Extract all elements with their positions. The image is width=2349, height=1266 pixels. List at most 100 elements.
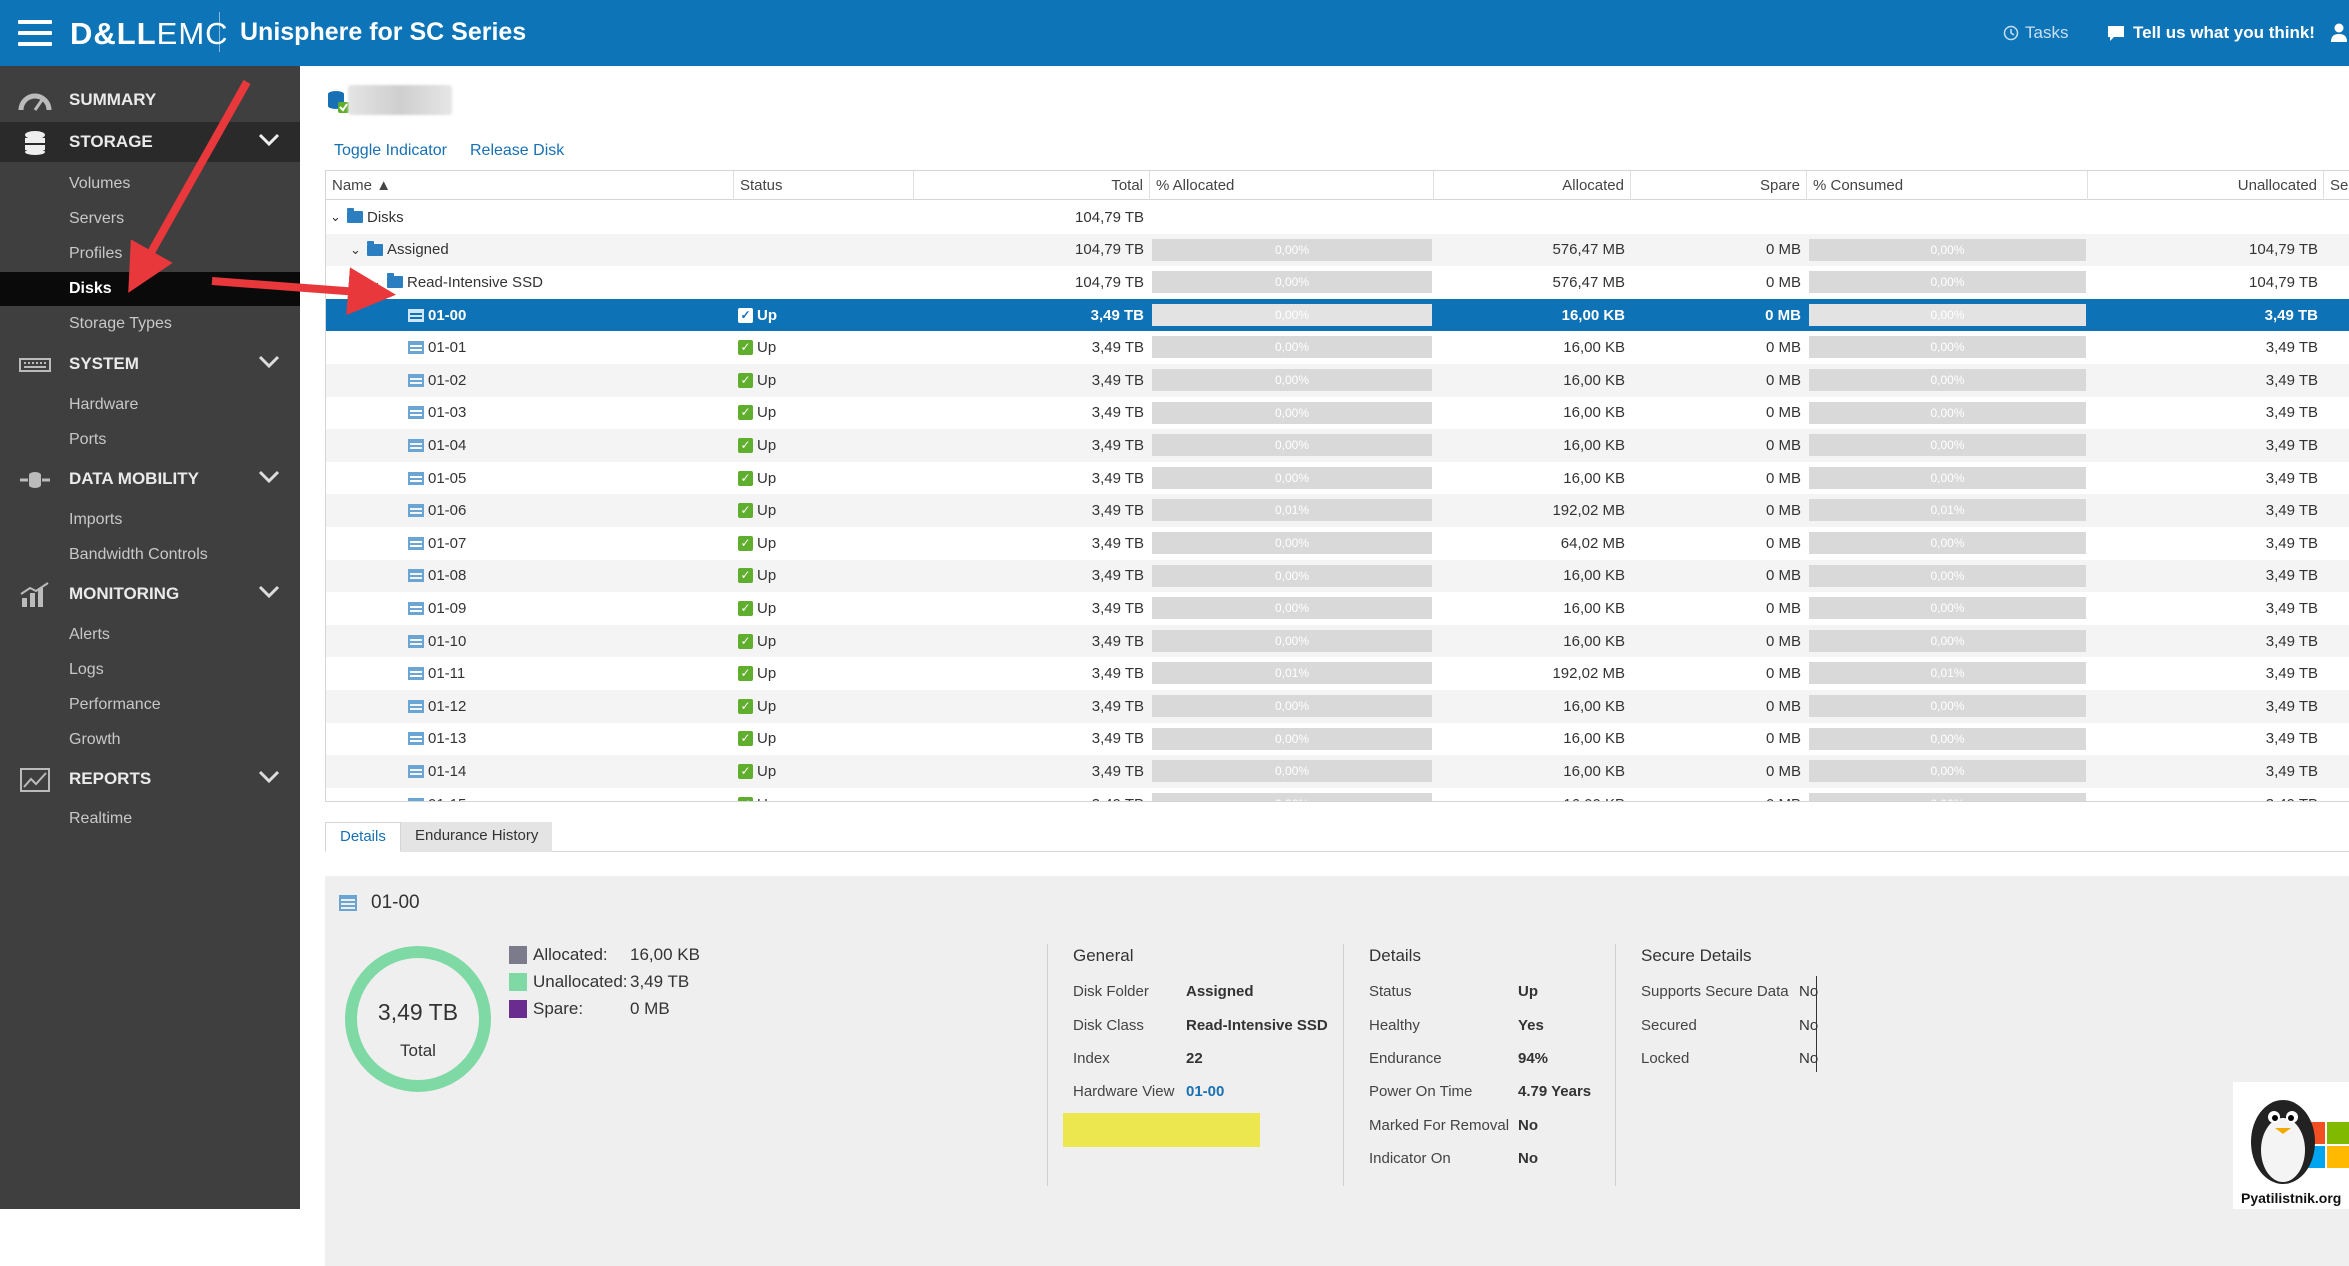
disk-icon — [408, 797, 424, 801]
nav-item-performance[interactable]: Performance — [69, 696, 161, 713]
bar-pctC: 0,00% — [1809, 564, 2086, 587]
column-header-name[interactable]: Name ▲ — [326, 171, 734, 200]
tree-row[interactable]: ⌄ Read-Intensive SSD 104,79 TB 0,00% 576,47 … — [326, 266, 2349, 299]
table-row[interactable]: 01-05 ✓ Up 3,49 TB 0,00% 16,00 KB 0 MB 0,00% 3,4… — [326, 462, 2349, 495]
nav-item-profiles[interactable]: Profiles — [69, 245, 123, 262]
column-header-spare[interactable]: Spare — [1631, 171, 1807, 200]
chevron-down-icon[interactable] — [258, 132, 280, 148]
collapse-caret-icon[interactable]: ⌄ — [370, 274, 381, 290]
hardware-view-link[interactable]: 01-00 — [1186, 1083, 1225, 1100]
chevron-down-icon[interactable] — [258, 769, 280, 785]
disk-icon — [408, 438, 424, 452]
cell-spare: 0 MB — [1765, 632, 1801, 650]
nav-item-growth[interactable]: Growth — [69, 731, 121, 748]
cell-total: 3,49 TB — [914, 788, 1150, 801]
column-header-secure[interactable]: Sec — [2324, 171, 2349, 200]
column-header-pct-allocated[interactable]: % Allocated — [1150, 171, 1434, 200]
cell-total: 3,49 TB — [1091, 665, 1144, 683]
collapse-caret-icon[interactable]: ⌄ — [350, 241, 361, 257]
table-row[interactable]: 01-14 ✓ Up 3,49 TB 0,00% 16,00 KB 0 MB 0,00% 3,4… — [326, 755, 2349, 788]
disk-name: 01-00 — [428, 306, 467, 324]
table-row[interactable]: 01-13 ✓ Up 3,49 TB 0,00% 16,00 KB 0 MB 0,00% 3,4… — [326, 723, 2349, 756]
chevron-down-icon[interactable] — [258, 354, 280, 370]
tree-row[interactable]: ⌄ Disks 104,79 TB — [326, 201, 2349, 234]
cell-name: ⌄ Read-Intensive SSD — [370, 266, 726, 299]
table-row[interactable]: 01-09 ✓ Up 3,49 TB 0,00% 16,00 KB 0 MB 0,00% 3,4… — [326, 592, 2349, 625]
disk-icon — [408, 764, 424, 778]
nav-item-realtime[interactable]: Realtime — [69, 810, 133, 827]
donut-total-label: Total — [400, 1041, 436, 1060]
cell-spare: 0 MB — [1765, 371, 1801, 389]
disk-name: 01-01 — [428, 339, 467, 357]
chevron-down-icon[interactable] — [258, 584, 280, 600]
release-disk-link[interactable]: Release Disk — [470, 142, 565, 159]
cell-spare: 0 MB — [1765, 339, 1801, 357]
cell-alloc: 576,47 MB — [1552, 273, 1625, 291]
nav-data-mobility[interactable]: DATA MOBILITY — [0, 459, 300, 499]
status-ok-icon: ✓ — [738, 340, 753, 356]
tab-endurance-history[interactable]: Endurance History — [401, 822, 553, 852]
table-row[interactable]: 01-06 ✓ Up 3,49 TB 0,01% 192,02 MB 0 MB 0,01% 3,… — [326, 494, 2349, 527]
endurance-highlight — [1063, 1113, 1260, 1147]
nav-storage[interactable]: STORAGE — [0, 122, 300, 162]
toggle-indicator-link[interactable]: Toggle Indicator — [334, 142, 447, 159]
table-row[interactable]: 01-04 ✓ Up 3,49 TB 0,00% 16,00 KB 0 MB 0,00% 3,4… — [326, 429, 2349, 462]
user-icon[interactable] — [2331, 22, 2347, 42]
nav-reports[interactable]: REPORTS — [0, 759, 300, 799]
table-row[interactable]: 01-02 ✓ Up 3,49 TB 0,00% 16,00 KB 0 MB 0,00% 3,4… — [326, 364, 2349, 397]
tree-row[interactable]: ⌄ Assigned 104,79 TB 0,00% 576,47 MB 0 MB 0,00… — [326, 233, 2349, 267]
bar-pctC: 0,01% — [1809, 662, 2086, 685]
nav-item-hardware[interactable]: Hardware — [69, 396, 139, 413]
nav-item-imports[interactable]: Imports — [69, 511, 123, 528]
nav-item-disks[interactable]: Disks — [0, 272, 300, 306]
divider — [1615, 944, 1616, 1186]
nav-item-alerts[interactable]: Alerts — [69, 626, 110, 643]
table-row[interactable]: 01-10 ✓ Up 3,49 TB 0,00% 16,00 KB 0 MB 0,00% 3,4… — [326, 624, 2349, 658]
tab-details[interactable]: Details — [325, 822, 401, 852]
cell-spare: 0 MB — [1765, 404, 1801, 422]
nav-item-storage-types[interactable]: Storage Types — [69, 315, 172, 332]
tasks-button[interactable]: Tasks — [2003, 23, 2068, 43]
cell-name: 01-14 — [408, 755, 728, 788]
nav-monitoring[interactable]: MONITORING — [0, 574, 300, 614]
nav-system[interactable]: SYSTEM — [0, 344, 300, 384]
table-row[interactable]: 01-03 ✓ Up 3,49 TB 0,00% 16,00 KB 0 MB 0,00% 3,4… — [326, 397, 2349, 430]
cell-status: ✓Up — [738, 397, 908, 430]
collapse-caret-icon[interactable]: ⌄ — [330, 209, 341, 225]
table-row[interactable]: 01-15✓Up3,49 TB0,00%16,00 KB0 MB0,00%3,4… — [326, 788, 2349, 801]
gauge-icon — [18, 93, 52, 111]
bar-pctA: 0,00% — [1152, 238, 1432, 261]
disk-icon — [408, 373, 424, 387]
chevron-down-icon[interactable] — [258, 469, 280, 485]
cell-spare: 0 MB — [1765, 502, 1801, 520]
bar-pctC: 0,00% — [1809, 336, 2086, 359]
table-row[interactable]: 01-12 ✓ Up 3,49 TB 0,00% 16,00 KB 0 MB 0,00% 3,4… — [326, 690, 2349, 723]
status-ok-icon: ✓ — [738, 731, 753, 747]
nav-item-ports[interactable]: Ports — [69, 431, 107, 448]
nav-item-volumes[interactable]: Volumes — [69, 175, 131, 192]
feedback-button[interactable]: Tell us what you think! — [2107, 23, 2315, 43]
column-header-pct-consumed[interactable]: % Consumed — [1807, 171, 2088, 200]
column-header-status[interactable]: Status — [734, 171, 914, 200]
logo-separator — [219, 12, 220, 52]
cell-spare: 0 MB — [1631, 788, 1807, 801]
cell-status: ✓Up — [738, 690, 908, 723]
column-header-allocated[interactable]: Allocated — [1434, 171, 1631, 200]
hamburger-menu-icon[interactable] — [18, 20, 52, 46]
column-header-unallocated[interactable]: Unallocated — [2088, 171, 2324, 200]
table-row[interactable]: 01-11 ✓ Up 3,49 TB 0,01% 192,02 MB 0 MB 0,01% 3,… — [326, 657, 2349, 690]
table-row[interactable]: 01-08 ✓ Up 3,49 TB 0,00% 16,00 KB 0 MB 0,00% 3,4… — [326, 559, 2349, 593]
nav-item-servers[interactable]: Servers — [69, 210, 125, 227]
table-row[interactable]: 01-00 ✓ Up 3,49 TB 0,00% 16,00 KB 0 MB 0,00% 3,4… — [326, 298, 2349, 332]
nav-summary[interactable]: SUMMARY — [0, 80, 300, 120]
cell-name: 01-13 — [408, 723, 728, 756]
table-row[interactable]: 01-01 ✓ Up 3,49 TB 0,00% 16,00 KB 0 MB 0,00% 3,4… — [326, 331, 2349, 364]
nav-item-logs[interactable]: Logs — [69, 661, 104, 678]
cell-status: ✓Up — [738, 560, 908, 593]
column-header-total[interactable]: Total — [914, 171, 1150, 200]
nav-item-bandwidth-controls[interactable]: Bandwidth Controls — [69, 546, 208, 563]
disk-icon — [408, 341, 424, 355]
details-title: 01-00 — [339, 892, 420, 914]
cell-name: 01-09 — [408, 592, 728, 625]
table-row[interactable]: 01-07 ✓ Up 3,49 TB 0,00% 64,02 MB 0 MB 0,00% 3,4… — [326, 527, 2349, 560]
